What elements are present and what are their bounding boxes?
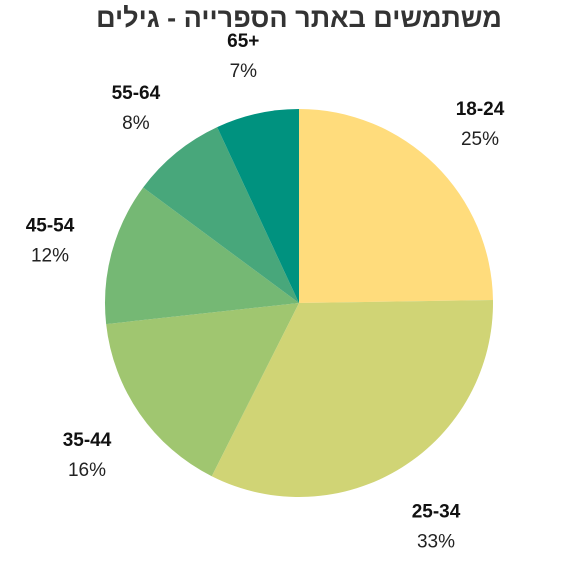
pie-slice-18-24 [299,109,493,303]
slice-category-label: 45-54 [26,216,75,237]
slice-percent-label: 25% [461,129,499,150]
slice-percent-label: 33% [417,532,455,553]
pie-slice-65plus [217,109,299,303]
pie-slice-45-54 [105,187,299,325]
slice-percent-label: 8% [122,113,150,134]
slice-category-label: 55-64 [112,83,161,104]
pie-slice-55-64 [143,127,299,303]
pie-slices [105,109,494,497]
slice-category-label: 18-24 [456,99,505,120]
slice-percent-label: 7% [230,61,258,82]
chart-title: משתמשים באתר הספרייה - גילים [96,3,502,33]
slice-percent-label: 12% [31,246,69,267]
slice-category-label: 25-34 [412,502,461,523]
slice-category-label: 35-44 [63,430,112,451]
pie-slice-35-44 [106,303,300,477]
pie-labels: 18-24 25% 25-34 33% 35-44 16% 45-54 12% 55-64 8% 6… [26,31,505,553]
slice-percent-label: 16% [68,460,106,481]
slice-category-label: 65+ [227,31,259,52]
pie-slice-25-34 [211,299,494,497]
